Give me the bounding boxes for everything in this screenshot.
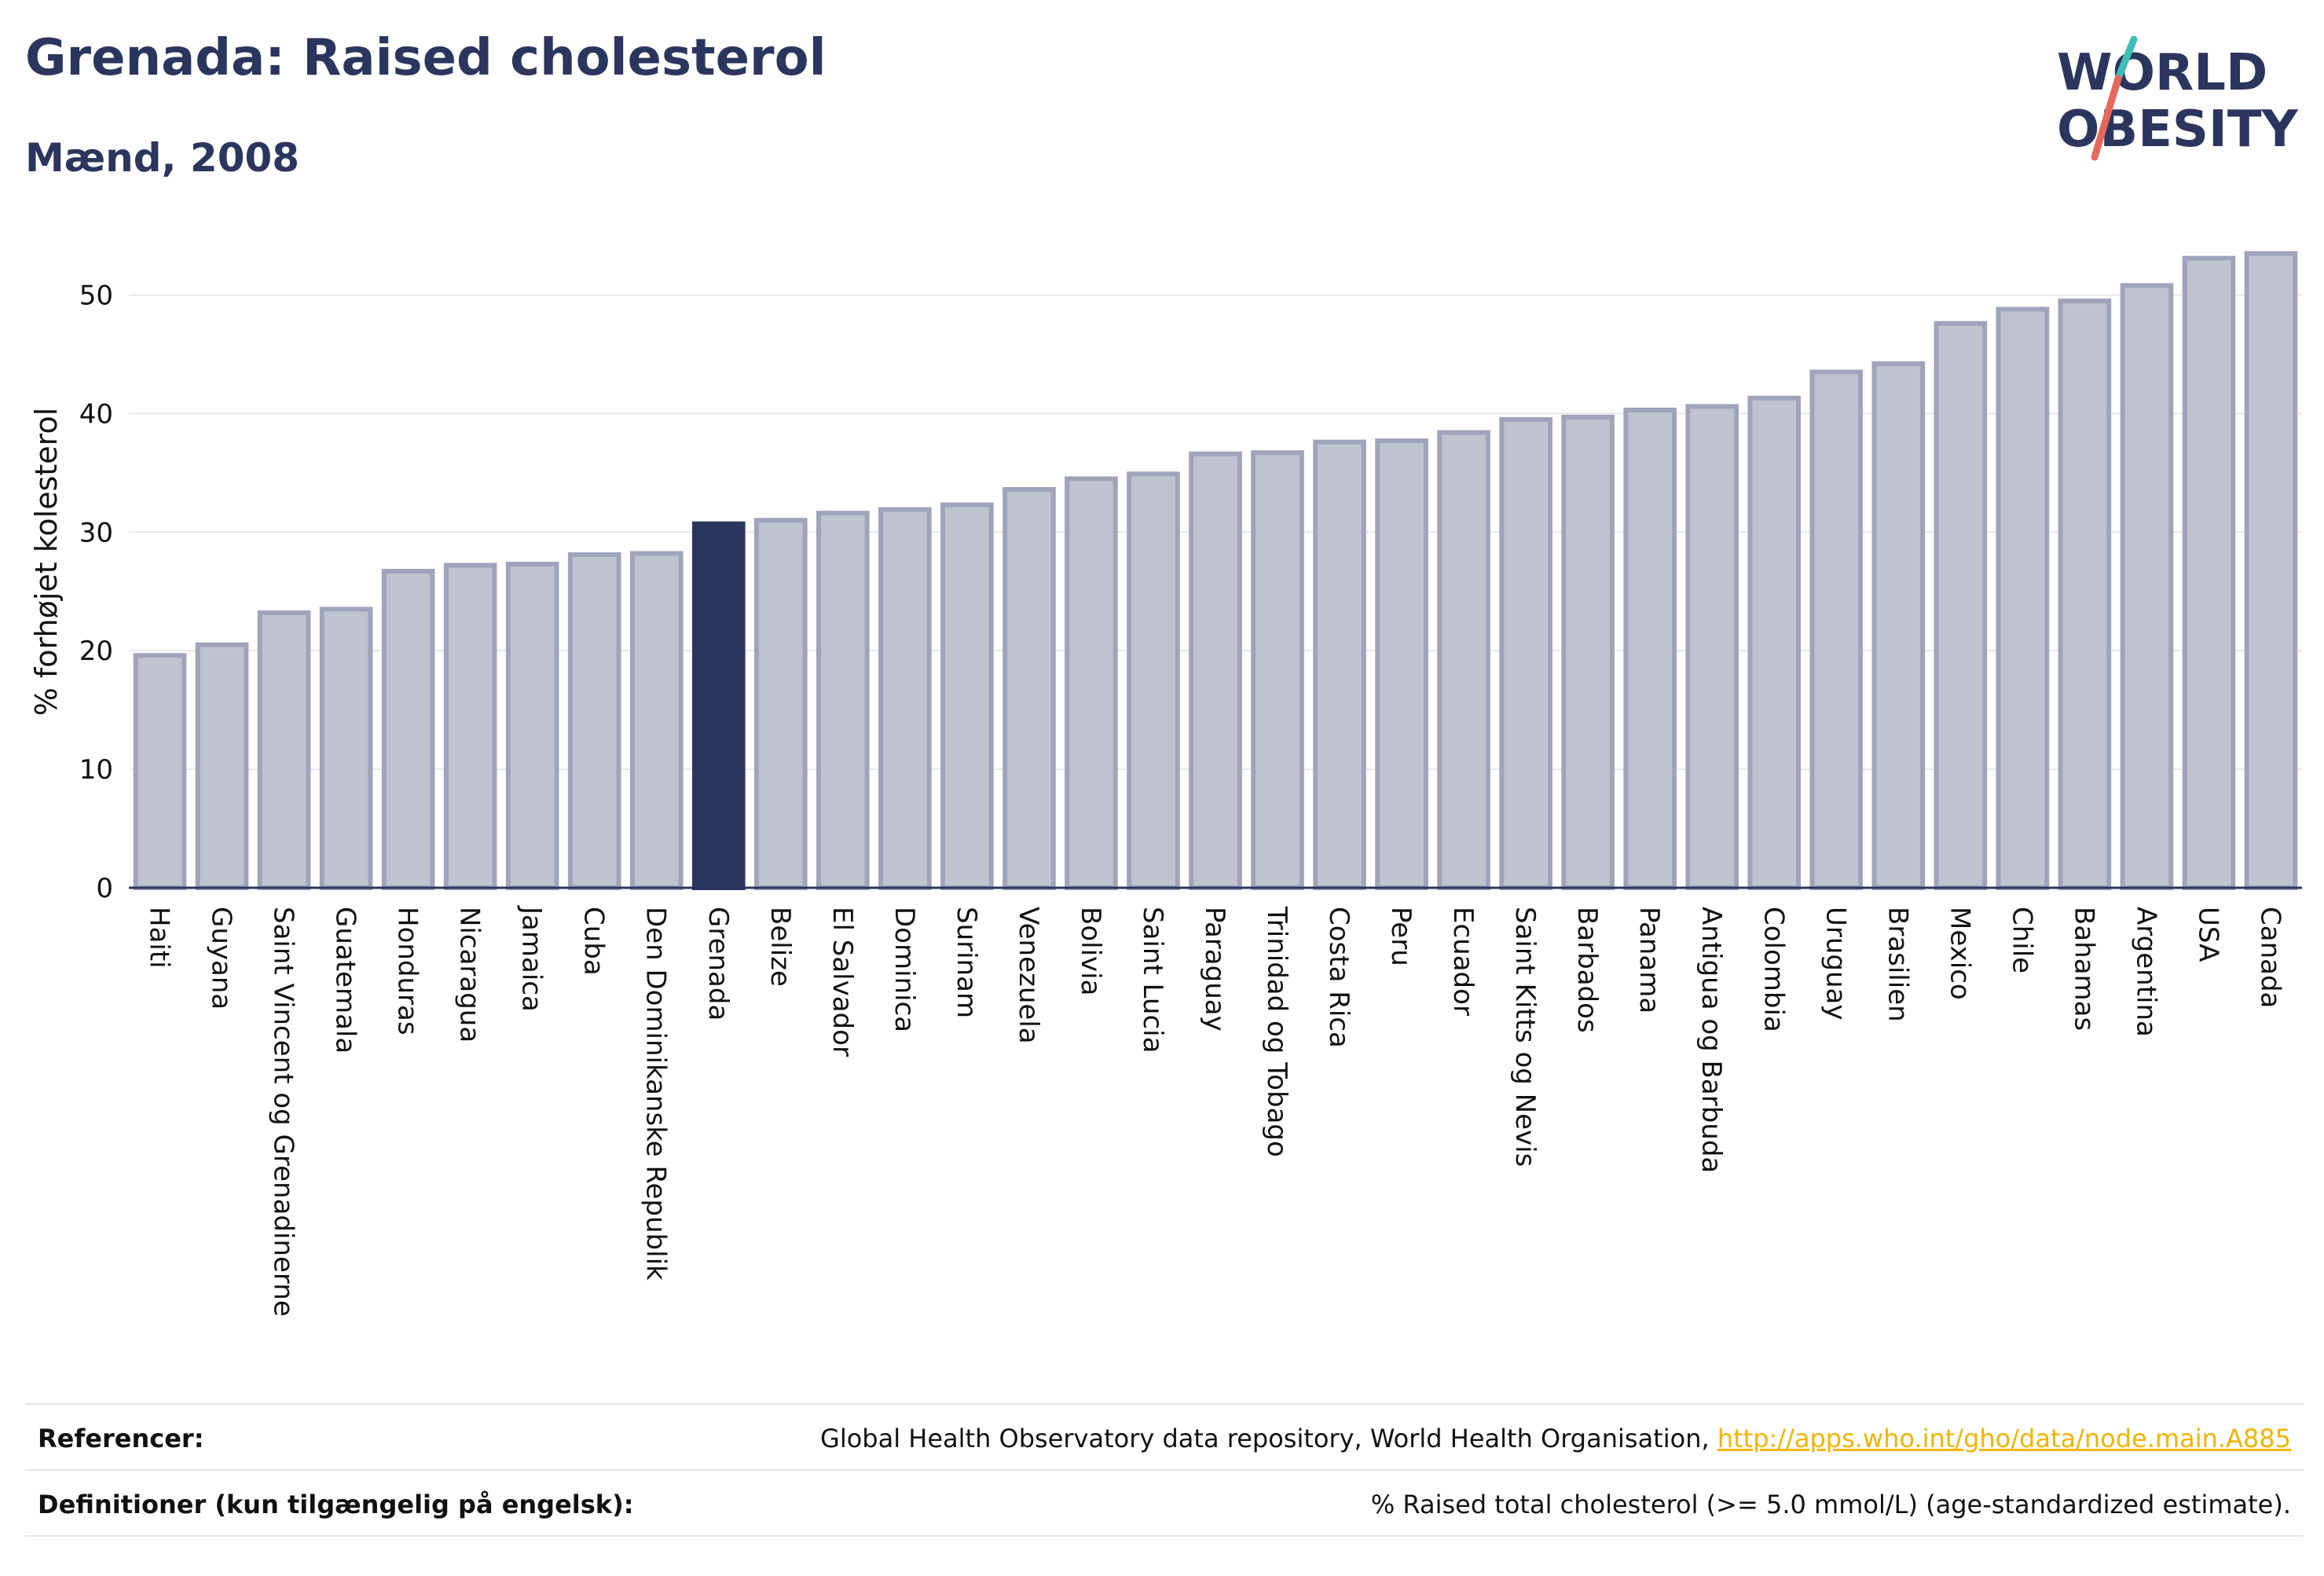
bar bbox=[2182, 255, 2236, 890]
definitions-value: % Raised total cholesterol (>= 5.0 mmol/… bbox=[1370, 1490, 2291, 1519]
x-tick-label: Venezuela bbox=[1013, 907, 1044, 1044]
footer-divider-middle bbox=[25, 1469, 2304, 1471]
x-tick-label: Canada bbox=[2254, 907, 2286, 1008]
x-tick-label: Saint Lucia bbox=[1137, 907, 1168, 1053]
x-tick-label: Haiti bbox=[144, 907, 175, 969]
x-tick-label: Trinidad og Tobago bbox=[1261, 906, 1292, 1157]
chart-subtitle: Mænd, 2008 bbox=[25, 135, 300, 181]
y-tick-label: 20 bbox=[79, 636, 113, 667]
bar bbox=[1313, 439, 1366, 890]
x-tick-label: Saint Vincent og Grenadinerne bbox=[268, 907, 299, 1317]
x-tick-label: Ecuador bbox=[1447, 907, 1479, 1016]
x-tick-label: Panama bbox=[1633, 907, 1665, 1013]
bar bbox=[319, 607, 373, 890]
logo-line-1: WORLD bbox=[2057, 44, 2267, 102]
bar bbox=[1747, 395, 1802, 890]
bar bbox=[2244, 251, 2298, 890]
x-tick-label: Guyana bbox=[206, 907, 237, 1010]
references-label: Referencer: bbox=[38, 1424, 204, 1453]
y-tick-label: 10 bbox=[79, 754, 113, 786]
bar bbox=[505, 562, 559, 890]
bar bbox=[753, 518, 808, 890]
x-tick-label: Mexico bbox=[1944, 907, 1975, 1000]
x-tick-label: USA bbox=[2192, 907, 2223, 962]
x-tick-label: Den Dominikanske Republik bbox=[640, 907, 672, 1281]
x-tick-label: Nicaragua bbox=[454, 907, 486, 1043]
x-tick-label: Peru bbox=[1385, 907, 1417, 966]
footer-divider-top bbox=[25, 1403, 2304, 1405]
bar bbox=[1685, 404, 1739, 890]
x-tick-label: Colombia bbox=[1758, 907, 1789, 1032]
bar bbox=[878, 507, 932, 890]
y-tick-label: 40 bbox=[79, 398, 113, 430]
x-tick-label: Costa Rica bbox=[1323, 907, 1354, 1048]
bar bbox=[567, 552, 621, 890]
references-text: Global Health Observatory data repositor… bbox=[820, 1424, 1717, 1453]
x-tick-label: Chile bbox=[2006, 907, 2037, 973]
bar bbox=[1561, 414, 1615, 890]
x-tick-label: Bahamas bbox=[2068, 907, 2099, 1031]
x-tick-label: Antigua og Barbuda bbox=[1695, 907, 1727, 1173]
x-tick-label: Surinam bbox=[951, 907, 982, 1018]
bar bbox=[195, 642, 249, 890]
bar bbox=[1189, 451, 1242, 890]
x-tick-label: Guatemala bbox=[330, 907, 361, 1054]
definitions-row: Definitioner (kun tilgængelig på engelsk… bbox=[25, 1471, 2304, 1535]
bar bbox=[1003, 486, 1056, 890]
bar bbox=[1437, 430, 1490, 890]
x-tick-label: Saint Kitts og Nevis bbox=[1509, 907, 1541, 1167]
x-tick-label: Honduras bbox=[392, 907, 423, 1035]
x-tick-label: Brasilien bbox=[1882, 907, 1913, 1022]
bar bbox=[443, 563, 497, 890]
y-axis-label: % forhøjet kolesterol bbox=[29, 408, 64, 717]
x-tick-label: Bolivia bbox=[1075, 907, 1106, 995]
world-obesity-logo: WORLD OBESITY bbox=[2057, 35, 2298, 161]
bar bbox=[816, 511, 870, 890]
bar bbox=[1623, 407, 1677, 890]
bar bbox=[1871, 361, 1926, 890]
x-tick-label: El Salvador bbox=[827, 907, 858, 1057]
bar bbox=[1934, 321, 1988, 890]
bar bbox=[133, 653, 187, 891]
bar-chart: 0 10 20 30 40 50 % forhøjet kolesterol Haiti Guy… bbox=[29, 251, 2302, 1317]
references-value: Global Health Observatory data repositor… bbox=[820, 1424, 2291, 1453]
bar bbox=[629, 551, 684, 890]
y-tick-label: 50 bbox=[79, 280, 113, 311]
x-tick-label: Belize bbox=[764, 907, 796, 987]
bar bbox=[1996, 306, 2050, 890]
references-link[interactable]: http://apps.who.int/gho/data/node.main.A… bbox=[1717, 1424, 2291, 1453]
bar bbox=[1251, 450, 1304, 890]
bar bbox=[1127, 471, 1180, 890]
bar bbox=[2058, 299, 2112, 890]
x-tick-label: Cuba bbox=[578, 907, 610, 976]
bar bbox=[257, 610, 311, 891]
bar-highlight bbox=[691, 521, 746, 891]
definitions-label: Definitioner (kun tilgængelig på engelsk… bbox=[38, 1490, 634, 1519]
references-row: Referencer: Global Health Observatory da… bbox=[25, 1405, 2304, 1469]
x-tick-label: Grenada bbox=[702, 907, 734, 1021]
x-tick-label: Barbados bbox=[1571, 907, 1603, 1033]
x-tick-label: Jamaica bbox=[516, 905, 548, 1012]
x-tick-label: Paraguay bbox=[1199, 907, 1230, 1032]
bar bbox=[1809, 369, 1864, 890]
bar bbox=[2120, 283, 2174, 890]
y-tick-label: 30 bbox=[79, 517, 113, 548]
bar bbox=[940, 502, 994, 891]
bar bbox=[1065, 476, 1118, 890]
y-tick-label: 0 bbox=[96, 873, 113, 904]
chart-title: Grenada: Raised cholesterol bbox=[25, 29, 827, 87]
x-tick-label: Uruguay bbox=[1820, 907, 1851, 1021]
footer-divider-bottom bbox=[25, 1535, 2304, 1537]
bar bbox=[381, 569, 435, 891]
x-tick-label: Dominica bbox=[889, 907, 920, 1032]
bar bbox=[1375, 438, 1428, 890]
x-tick-label: Argentina bbox=[2130, 907, 2161, 1037]
bar bbox=[1499, 416, 1552, 890]
